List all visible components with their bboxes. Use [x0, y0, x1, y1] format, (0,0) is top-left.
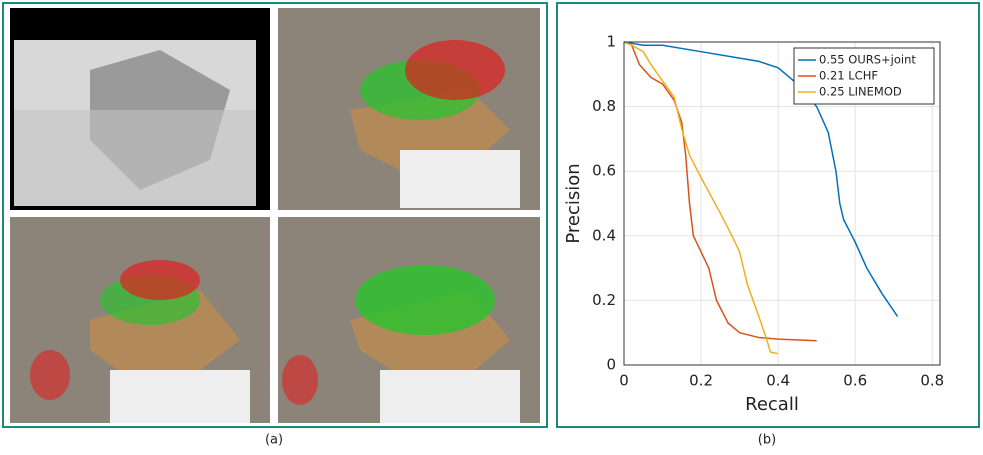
- x-tick-label: 0.8: [920, 372, 944, 390]
- legend-label: 0.55 OURS+joint: [819, 53, 916, 67]
- y-tick-label: 0: [606, 356, 616, 374]
- legend-label: 0.21 LCHF: [819, 69, 878, 83]
- series-line: [623, 41, 899, 317]
- legend-box: [793, 47, 935, 105]
- x-tick-label: 0: [619, 372, 629, 390]
- series-line: [623, 41, 779, 355]
- caption: (b): [758, 433, 776, 448]
- x-tick-label: 0.2: [689, 372, 713, 390]
- y-tick-label: 0.2: [592, 291, 616, 309]
- y-tick-label: 0.6: [592, 162, 616, 180]
- axes-box: [623, 41, 941, 366]
- depth-image: [10, 8, 270, 210]
- y-tick-label: 0.8: [592, 97, 616, 115]
- scene-image-linemod: [278, 217, 540, 423]
- y-tick-label: 0.4: [592, 226, 616, 244]
- scene-image-ours: [278, 8, 540, 210]
- legend-label: 0.25 LINEMOD: [819, 85, 902, 99]
- series-line: [623, 41, 817, 342]
- caption: (a): [265, 433, 283, 448]
- y-tick-label: 1: [606, 33, 616, 51]
- x-axis-label: Recall: [745, 394, 799, 415]
- legend: 0.55 OURS+joint 0.21 LCHF 0.25 LINEMOD: [793, 47, 935, 105]
- y-axis-label: Precision: [563, 163, 584, 243]
- x-tick-label: 0.6: [843, 372, 867, 390]
- scene-image-lchf: [10, 217, 270, 423]
- x-tick-label: 0.4: [766, 372, 790, 390]
